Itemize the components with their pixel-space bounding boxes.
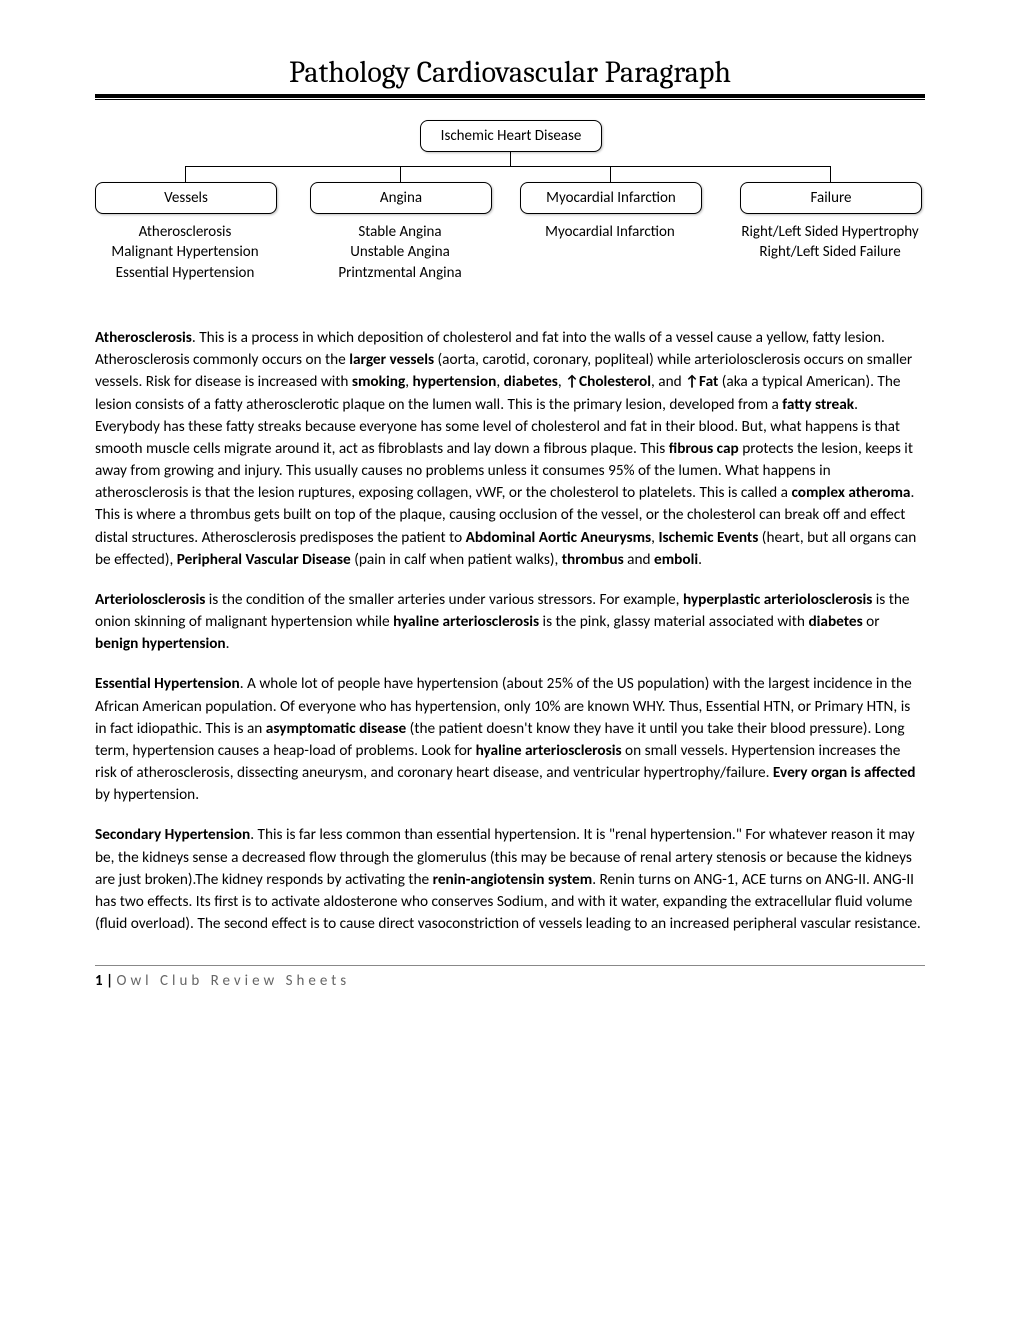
diagram-subitem: Essential Hypertension xyxy=(95,263,275,283)
diagram-child: Vessels xyxy=(95,182,277,214)
diagram-child: Angina xyxy=(310,182,492,214)
paragraph: Secondary Hypertension. This is far less… xyxy=(95,824,925,935)
diagram-subitem: Stable Angina xyxy=(310,222,490,242)
connector xyxy=(830,166,831,182)
connector xyxy=(400,166,401,182)
connector xyxy=(185,166,830,167)
connector xyxy=(510,152,511,166)
diagram-sublist: AtherosclerosisMalignant HypertensionEss… xyxy=(95,222,275,283)
diagram-sublist: Myocardial Infarction xyxy=(520,222,700,242)
diagram-root: Ischemic Heart Disease xyxy=(420,120,602,152)
title-rule-thick xyxy=(95,94,925,98)
body-text: Atherosclerosis. This is a process in wh… xyxy=(95,327,925,935)
connector xyxy=(610,166,611,182)
hierarchy-diagram: Ischemic Heart Disease Vessels Atheroscler… xyxy=(95,120,925,315)
paragraph: Arteriolosclerosis is the condition of t… xyxy=(95,589,925,656)
paragraph: Atherosclerosis. This is a process in wh… xyxy=(95,327,925,571)
diagram-subitem: Printzmental Angina xyxy=(310,263,490,283)
diagram-child: Failure xyxy=(740,182,922,214)
diagram-sublist: Stable AnginaUnstable AnginaPrintzmental… xyxy=(310,222,490,283)
paragraph: Essential Hypertension. A whole lot of p… xyxy=(95,673,925,806)
page-number: 1 xyxy=(95,972,103,990)
diagram-subitem: Right/Left Sided Failure xyxy=(715,242,945,262)
diagram-subitem: Unstable Angina xyxy=(310,242,490,262)
footer-text: Owl Club Review Sheets xyxy=(117,972,351,990)
title-rule-thin xyxy=(95,99,925,100)
page-title: Pathology Cardiovascular Paragraph xyxy=(95,55,925,90)
diagram-subitem: Malignant Hypertension xyxy=(95,242,275,262)
diagram-subitem: Myocardial Infarction xyxy=(520,222,700,242)
diagram-sublist: Right/Left Sided HypertrophyRight/Left S… xyxy=(715,222,945,263)
page: Pathology Cardiovascular Paragraph Ische… xyxy=(0,0,1020,1030)
connector xyxy=(185,166,186,182)
footer: 1 | Owl Club Review Sheets xyxy=(95,972,925,990)
diagram-subitem: Atherosclerosis xyxy=(95,222,275,242)
footer-rule xyxy=(95,965,925,966)
diagram-subitem: Right/Left Sided Hypertrophy xyxy=(715,222,945,242)
diagram-child: Myocardial Infarction xyxy=(520,182,702,214)
